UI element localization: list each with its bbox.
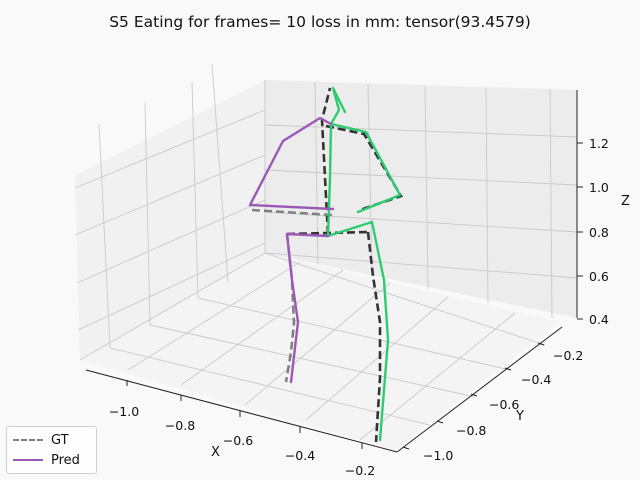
legend-pred-label: Pred: [51, 452, 80, 468]
gt-spine: [320, 87, 332, 235]
pred-left-arm: [248, 116, 335, 211]
z-tick-label: 0.4: [589, 312, 609, 327]
z-tick-label: 0.8: [589, 225, 609, 240]
y-tick-label: −0.8: [456, 423, 486, 438]
x-tick-label: −0.2: [345, 463, 375, 478]
x-tick-label: −1.0: [109, 404, 139, 419]
gt-left-forearm: [251, 208, 333, 217]
pred-right-leg: [326, 220, 390, 442]
floor-pane: [80, 253, 560, 450]
z-tick-label: 0.6: [589, 269, 609, 284]
back-pane: [265, 80, 577, 318]
axis-lines: [85, 90, 578, 453]
z-axis-label: Z: [621, 194, 630, 209]
legend-item-gt: GT: [13, 431, 69, 449]
chart-title: S5 Eating for frames= 10 loss in mm: ten…: [109, 13, 531, 31]
pred-left-leg: [285, 232, 330, 384]
y-tick-label: −1.0: [423, 448, 453, 463]
tick-marks: [126, 142, 583, 450]
legend-item-pred: Pred: [13, 451, 80, 469]
pred-skeleton: [248, 86, 402, 442]
x-tick-label: −0.6: [223, 433, 253, 448]
z-tick-label: 1.0: [589, 180, 609, 195]
z-tick-label: 1.2: [589, 136, 609, 151]
legend: GT Pred: [6, 426, 97, 474]
legend-gt-swatch: [13, 439, 43, 441]
y-tick-label: −0.4: [521, 372, 551, 387]
pred-right-arm: [329, 122, 402, 214]
pred-spine: [326, 86, 347, 238]
y-tick-label: −0.6: [489, 397, 519, 412]
x-axis-label: X: [211, 445, 220, 460]
y-tick-label: −0.2: [553, 348, 583, 363]
left-pane: [75, 80, 265, 360]
grid-lines: [74, 63, 578, 441]
legend-pred-swatch: [13, 459, 43, 461]
legend-gt-label: GT: [51, 432, 69, 448]
y-axis-label: Y: [516, 409, 524, 424]
gt-right-leg: [366, 231, 382, 443]
x-tick-label: −0.8: [165, 418, 195, 433]
x-tick-label: −0.4: [285, 448, 315, 463]
